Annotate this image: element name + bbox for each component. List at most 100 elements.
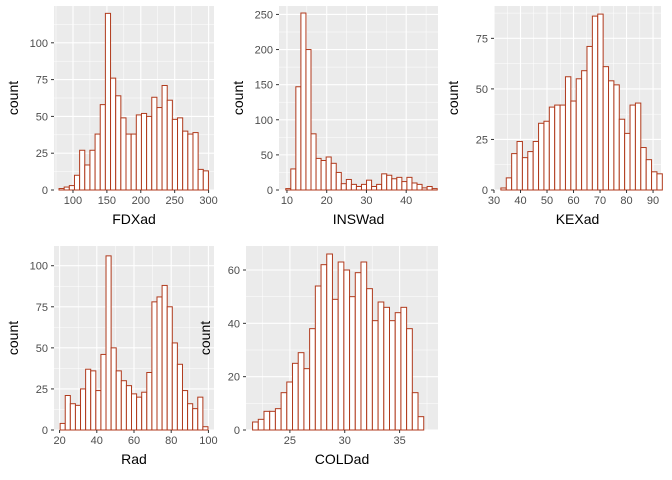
histogram-bar: [354, 272, 362, 431]
histogram-bar: [516, 140, 523, 191]
y-tick-label: 100: [255, 115, 273, 127]
y-tick-label: 0: [42, 425, 48, 437]
histogram-bar: [176, 363, 183, 431]
x-tick-label: 40: [514, 195, 526, 207]
histogram-bar: [156, 296, 163, 431]
histogram-bar: [156, 107, 163, 191]
histogram-bar: [290, 168, 297, 191]
histogram-bar: [100, 353, 107, 431]
x-tick-label: 40: [400, 195, 412, 207]
histogram-bar: [640, 147, 647, 191]
histogram-bar: [401, 181, 408, 191]
x-tick-label: 250: [165, 195, 183, 207]
histogram-bar: [564, 76, 572, 191]
x-tick-label: 10: [281, 195, 293, 207]
x-tick-label: 70: [594, 195, 606, 207]
x-tick-label: 20: [321, 195, 333, 207]
histogram-bar: [377, 301, 385, 431]
histogram-bar: [197, 396, 204, 431]
histogram-bar: [371, 320, 379, 431]
x-tick-label: 30: [488, 195, 500, 207]
histogram-bar: [69, 403, 76, 431]
histogram-bar: [586, 45, 593, 191]
histogram-bar: [202, 170, 209, 191]
histogram-bar: [570, 100, 577, 191]
y-tick-label: 25: [476, 134, 488, 146]
histogram-bar: [300, 12, 307, 191]
y-tick-label: 60: [228, 265, 240, 277]
y-tick-label: 100: [30, 38, 48, 50]
histogram-bar: [161, 284, 168, 431]
histogram-bar: [411, 392, 419, 431]
histogram-bar: [115, 95, 122, 191]
histogram-bar: [335, 171, 342, 191]
histogram-bar: [68, 185, 75, 191]
histogram-bar: [274, 408, 282, 431]
y-tick-label: 75: [36, 75, 48, 87]
histogram-bar: [406, 328, 413, 431]
histogram-bar: [349, 296, 356, 431]
histogram-bar: [120, 117, 127, 191]
histogram-bar: [527, 151, 534, 191]
histogram-bar: [192, 408, 199, 431]
histogram-bar: [426, 185, 433, 191]
histogram-bar: [400, 306, 408, 431]
y-tick-label: 20: [228, 372, 240, 384]
y-tick-label: 250: [255, 9, 273, 21]
histogram-bar: [386, 174, 393, 191]
x-tick-label: 100: [199, 435, 217, 447]
histogram-bar: [597, 13, 604, 191]
histogram-bar: [252, 421, 259, 431]
y-tick-label: 25: [36, 148, 48, 160]
histogram-bar: [532, 140, 540, 191]
histogram-bar: [406, 176, 413, 191]
histogram-bar: [58, 188, 65, 191]
histogram-bar: [618, 118, 626, 191]
histogram-bar: [280, 392, 288, 431]
x-tick-label: 60: [567, 195, 579, 207]
y-tick-label: 50: [476, 84, 488, 96]
x-axis-label: INSWad: [333, 211, 385, 227]
histogram-bar: [366, 179, 373, 191]
x-tick-label: 80: [165, 435, 177, 447]
histogram-panel-5: 25 30 35 0 20 40 60 COLDad count: [197, 246, 438, 467]
x-axis-label: KEXad: [556, 211, 600, 227]
x-tick-label: 100: [64, 195, 82, 207]
y-tick-label: 75: [36, 302, 48, 314]
y-axis-label: count: [5, 81, 21, 115]
histogram-bar: [305, 49, 312, 191]
histogram-bar: [355, 185, 362, 191]
histogram-bar: [394, 312, 402, 431]
histogram-bar: [310, 133, 317, 191]
histogram-bar: [325, 156, 332, 191]
histogram-bar: [125, 385, 133, 431]
histogram-bar: [343, 269, 351, 431]
histogram-bar: [608, 80, 615, 191]
histogram-bar: [64, 395, 71, 431]
histogram-bar: [269, 410, 276, 431]
histogram-bar: [63, 186, 70, 191]
histogram-bar: [151, 96, 158, 191]
x-tick-label: 80: [620, 195, 632, 207]
histogram-bar: [521, 157, 529, 191]
y-tick-label: 200: [255, 45, 273, 57]
histogram-bar: [411, 182, 418, 191]
y-tick-label: 40: [228, 318, 240, 330]
histogram-bar: [95, 390, 102, 431]
histogram-bar: [90, 370, 97, 431]
histogram-bar: [581, 70, 588, 191]
y-axis-label: count: [445, 81, 461, 115]
histogram-bar: [548, 106, 556, 191]
histogram-bar: [115, 370, 122, 431]
x-tick-label: 50: [541, 195, 553, 207]
y-tick-label: 0: [267, 185, 273, 197]
histogram-bar: [656, 173, 663, 191]
x-axis-label: Rad: [121, 451, 147, 467]
histogram-bar: [345, 178, 352, 191]
histogram-bar: [538, 122, 545, 191]
histogram-bar: [130, 133, 137, 191]
histogram-bar: [110, 347, 117, 431]
histogram-bar: [383, 306, 391, 431]
histogram-bar: [320, 160, 327, 191]
histogram-bar: [651, 171, 658, 191]
